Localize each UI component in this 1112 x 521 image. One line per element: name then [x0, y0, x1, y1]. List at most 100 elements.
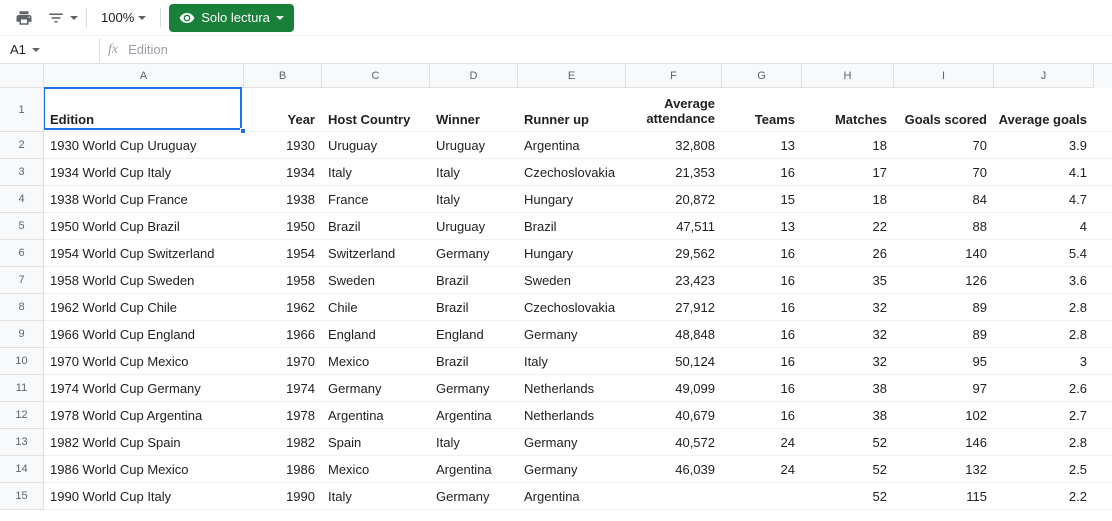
cell-runner[interactable]: Czechoslovakia: [518, 294, 626, 320]
cell-attendance[interactable]: 27,912: [626, 294, 722, 320]
cell-attendance[interactable]: 47,511: [626, 213, 722, 239]
cell-teams[interactable]: 16: [722, 321, 802, 347]
cell-avg-goals[interactable]: 2.8: [994, 294, 1094, 320]
cell-avg-goals[interactable]: 2.7: [994, 402, 1094, 428]
cell-host[interactable]: England: [322, 321, 430, 347]
cell-avg-goals[interactable]: 4: [994, 213, 1094, 239]
cell-winner[interactable]: Germany: [430, 375, 518, 401]
cell-avg-goals[interactable]: 4.7: [994, 186, 1094, 212]
cell-runner[interactable]: Argentina: [518, 483, 626, 509]
row-header-7[interactable]: 7: [0, 267, 44, 294]
cell-runner[interactable]: Italy: [518, 348, 626, 374]
cell-attendance[interactable]: [626, 483, 722, 509]
cell-year[interactable]: 1930: [244, 132, 322, 158]
cell-teams[interactable]: 16: [722, 240, 802, 266]
row-header-10[interactable]: 10: [0, 348, 44, 375]
cell-goals[interactable]: 140: [894, 240, 994, 266]
cell-avg-goals[interactable]: 2.8: [994, 321, 1094, 347]
cell-matches[interactable]: 32: [802, 348, 894, 374]
fill-handle[interactable]: [240, 128, 246, 134]
cell-teams[interactable]: 15: [722, 186, 802, 212]
cell-attendance[interactable]: 29,562: [626, 240, 722, 266]
cell-attendance[interactable]: 49,099: [626, 375, 722, 401]
filter-icon[interactable]: [42, 4, 70, 32]
cell-matches[interactable]: 35: [802, 267, 894, 293]
row-header-2[interactable]: 2: [0, 132, 44, 159]
row-header-1[interactable]: 1: [0, 88, 44, 132]
row-header-9[interactable]: 9: [0, 321, 44, 348]
cell-host[interactable]: Uruguay: [322, 132, 430, 158]
cell-goals[interactable]: 70: [894, 132, 994, 158]
cell-matches[interactable]: 18: [802, 186, 894, 212]
cell-avg-goals[interactable]: 3.9: [994, 132, 1094, 158]
cell-avg-goals[interactable]: 5.4: [994, 240, 1094, 266]
cell-edition[interactable]: 1966 World Cup England: [44, 321, 244, 347]
cell-edition[interactable]: 1970 World Cup Mexico: [44, 348, 244, 374]
cell-avg-goals[interactable]: 2.5: [994, 456, 1094, 482]
header-avg-goals[interactable]: Average goals: [994, 88, 1094, 131]
cell-winner[interactable]: Brazil: [430, 348, 518, 374]
cell-attendance[interactable]: 50,124: [626, 348, 722, 374]
readonly-button[interactable]: Solo lectura: [169, 4, 294, 32]
cell-matches[interactable]: 17: [802, 159, 894, 185]
cell-goals[interactable]: 146: [894, 429, 994, 455]
cell-runner[interactable]: Netherlands: [518, 402, 626, 428]
cell-avg-goals[interactable]: 3.6: [994, 267, 1094, 293]
col-header-B[interactable]: B: [244, 64, 322, 88]
cell-goals[interactable]: 97: [894, 375, 994, 401]
header-year[interactable]: Year: [244, 88, 322, 131]
cell-winner[interactable]: Brazil: [430, 267, 518, 293]
cell-winner[interactable]: Italy: [430, 429, 518, 455]
cell-host[interactable]: Spain: [322, 429, 430, 455]
cell-edition[interactable]: 1930 World Cup Uruguay: [44, 132, 244, 158]
cell-goals[interactable]: 88: [894, 213, 994, 239]
col-header-C[interactable]: C: [322, 64, 430, 88]
cell-host[interactable]: Mexico: [322, 456, 430, 482]
cell-host[interactable]: Brazil: [322, 213, 430, 239]
cell-edition[interactable]: 1974 World Cup Germany: [44, 375, 244, 401]
cell-matches[interactable]: 26: [802, 240, 894, 266]
cell-teams[interactable]: 16: [722, 348, 802, 374]
cell-winner[interactable]: Italy: [430, 186, 518, 212]
cell-attendance[interactable]: 46,039: [626, 456, 722, 482]
row-header-5[interactable]: 5: [0, 213, 44, 240]
cell-matches[interactable]: 22: [802, 213, 894, 239]
cell-matches[interactable]: 52: [802, 483, 894, 509]
cell-runner[interactable]: Hungary: [518, 186, 626, 212]
filter-group[interactable]: [42, 4, 78, 32]
cell-matches[interactable]: 38: [802, 402, 894, 428]
cell-edition[interactable]: 1986 World Cup Mexico: [44, 456, 244, 482]
cell-host[interactable]: Germany: [322, 375, 430, 401]
cell-goals[interactable]: 95: [894, 348, 994, 374]
col-header-D[interactable]: D: [430, 64, 518, 88]
cell-teams[interactable]: [722, 483, 802, 509]
cell-avg-goals[interactable]: 2.8: [994, 429, 1094, 455]
header-matches[interactable]: Matches: [802, 88, 894, 131]
header-teams[interactable]: Teams: [722, 88, 802, 131]
col-header-I[interactable]: I: [894, 64, 994, 88]
cell-matches[interactable]: 32: [802, 294, 894, 320]
row-header-15[interactable]: 15: [0, 483, 44, 510]
cell-goals[interactable]: 84: [894, 186, 994, 212]
cell-year[interactable]: 1970: [244, 348, 322, 374]
col-header-J[interactable]: J: [994, 64, 1094, 88]
cell-winner[interactable]: Argentina: [430, 456, 518, 482]
header-goals[interactable]: Goals scored: [894, 88, 994, 131]
cell-attendance[interactable]: 20,872: [626, 186, 722, 212]
cell-edition[interactable]: 1982 World Cup Spain: [44, 429, 244, 455]
cell-runner[interactable]: Czechoslovakia: [518, 159, 626, 185]
cell-goals[interactable]: 89: [894, 294, 994, 320]
cell-year[interactable]: 1934: [244, 159, 322, 185]
cell-winner[interactable]: Germany: [430, 240, 518, 266]
cell-year[interactable]: 1978: [244, 402, 322, 428]
cell-attendance[interactable]: 40,679: [626, 402, 722, 428]
col-header-G[interactable]: G: [722, 64, 802, 88]
cell-host[interactable]: Switzerland: [322, 240, 430, 266]
name-box[interactable]: A1: [4, 38, 99, 62]
cell-edition[interactable]: 1934 World Cup Italy: [44, 159, 244, 185]
cell-matches[interactable]: 32: [802, 321, 894, 347]
cell-edition[interactable]: 1950 World Cup Brazil: [44, 213, 244, 239]
cell-avg-goals[interactable]: 2.6: [994, 375, 1094, 401]
header-winner[interactable]: Winner: [430, 88, 518, 131]
cell-teams[interactable]: 13: [722, 132, 802, 158]
